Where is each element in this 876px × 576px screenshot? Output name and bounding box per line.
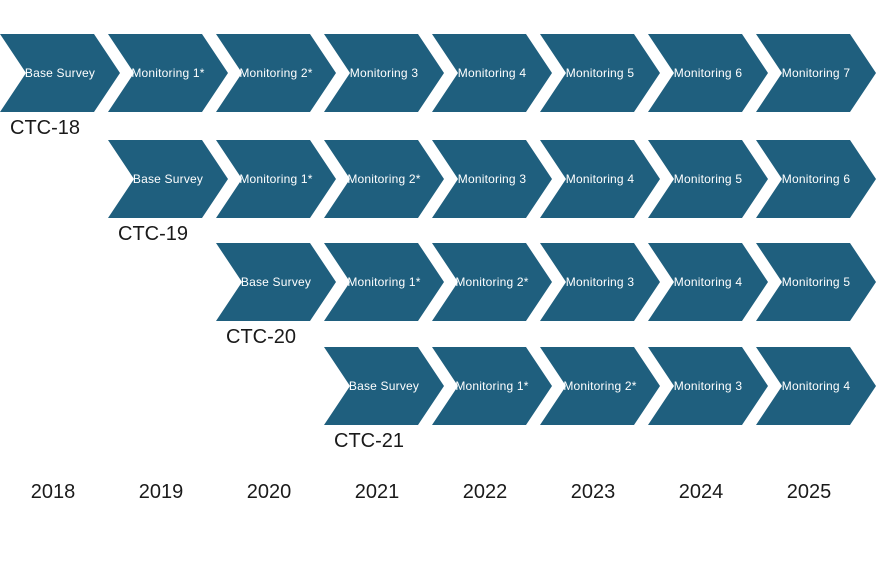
chevron-step-label: Monitoring 1* [239,172,313,186]
chevron-step-label: Monitoring 1* [455,379,529,393]
chevron-step-label: Monitoring 3 [457,172,527,186]
chevron-step-label: Base Survey [24,66,96,80]
year-label-2018: 2018 [30,481,76,503]
chevron-ctc-21-base-survey: Base Survey [324,347,444,425]
chevron-arrow-shape [432,34,552,112]
chevron-ctc-20-monitoring-5: Monitoring 5 [756,243,876,321]
chevron-ctc-19-base-survey: Base Survey [108,140,228,218]
chevron-ctc-19-monitoring-1: Monitoring 1* [216,140,336,218]
chevron-arrow-shape [324,140,444,218]
chevron-step-label: Monitoring 1* [347,275,421,289]
chevron-ctc-18-base-survey: Base Survey [0,34,120,112]
chevron-ctc-18-monitoring-1: Monitoring 1* [108,34,228,112]
chevron-ctc-18-monitoring-6: Monitoring 6 [648,34,768,112]
chevron-step-label: Monitoring 4 [457,66,527,80]
chevron-ctc-19-monitoring-2: Monitoring 2* [324,140,444,218]
chevron-arrow-shape [540,243,660,321]
chevron-arrow-shape [648,34,768,112]
chevron-arrow-shape [108,34,228,112]
cohort-label-ctc-18: CTC-18 [10,117,81,139]
chevron-arrow-shape [648,347,768,425]
chevron-step-label: Monitoring 1* [131,66,205,80]
chevron-ctc-21-monitoring-2: Monitoring 2* [540,347,660,425]
chevron-arrow-shape [432,140,552,218]
chevron-arrow-shape [324,34,444,112]
chevron-step-label: Monitoring 2* [239,66,313,80]
chevron-ctc-18-monitoring-4: Monitoring 4 [432,34,552,112]
cohort-label-ctc-21: CTC-21 [334,430,405,452]
year-label-2020: 2020 [246,481,292,503]
chevron-step-label: Monitoring 7 [781,66,851,80]
chevron-ctc-21-monitoring-4: Monitoring 4 [756,347,876,425]
chevron-arrow-shape [540,347,660,425]
chevron-arrow-shape [324,347,444,425]
chevron-step-label: Base Survey [348,379,420,393]
chevron-arrow-shape [756,347,876,425]
chevron-arrow-shape [216,34,336,112]
chevron-step-label: Monitoring 2* [563,379,637,393]
chevron-ctc-20-monitoring-1: Monitoring 1* [324,243,444,321]
chevron-arrow-shape [540,34,660,112]
year-label-2022: 2022 [462,481,508,503]
chevron-step-label: Monitoring 6 [781,172,851,186]
year-label-2023: 2023 [570,481,616,503]
year-label-2019: 2019 [138,481,184,503]
year-label-2024: 2024 [678,481,724,503]
chevron-step-label: Monitoring 5 [781,275,851,289]
chevron-step-label: Monitoring 4 [673,275,743,289]
chevron-arrow-shape [432,347,552,425]
chevron-step-label: Monitoring 2* [347,172,421,186]
chevron-ctc-21-monitoring-1: Monitoring 1* [432,347,552,425]
chevron-ctc-20-base-survey: Base Survey [216,243,336,321]
chevron-ctc-19-monitoring-6: Monitoring 6 [756,140,876,218]
chevron-step-label: Monitoring 6 [673,66,743,80]
chevron-ctc-20-monitoring-2: Monitoring 2* [432,243,552,321]
chevron-arrow-shape [216,243,336,321]
cohort-label-ctc-20: CTC-20 [226,326,297,348]
chevron-step-label: Monitoring 4 [565,172,635,186]
chevron-ctc-21-monitoring-3: Monitoring 3 [648,347,768,425]
chevron-step-label: Monitoring 2* [455,275,529,289]
chevron-step-label: Monitoring 3 [349,66,419,80]
chevron-step-label: Base Survey [240,275,312,289]
chevron-step-label: Base Survey [132,172,204,186]
chevron-ctc-20-monitoring-4: Monitoring 4 [648,243,768,321]
chevron-ctc-18-monitoring-5: Monitoring 5 [540,34,660,112]
chevron-ctc-18-monitoring-3: Monitoring 3 [324,34,444,112]
chevron-arrow-shape [108,140,228,218]
chevron-arrow-shape [540,140,660,218]
chevron-step-label: Monitoring 5 [673,172,743,186]
chevron-arrow-shape [216,140,336,218]
chevron-arrow-shape [432,243,552,321]
chevron-arrow-shape [324,243,444,321]
chevron-step-label: Monitoring 5 [565,66,635,80]
chevron-step-label: Monitoring 3 [673,379,743,393]
chevron-ctc-18-monitoring-7: Monitoring 7 [756,34,876,112]
chevron-arrow-shape [648,243,768,321]
chevron-arrow-shape [756,34,876,112]
chevron-arrow-shape [0,34,120,112]
chevron-step-label: Monitoring 4 [781,379,851,393]
chevron-ctc-20-monitoring-3: Monitoring 3 [540,243,660,321]
chevron-arrow-shape [756,140,876,218]
chevron-step-label: Monitoring 3 [565,275,635,289]
chevron-ctc-19-monitoring-4: Monitoring 4 [540,140,660,218]
chevron-ctc-18-monitoring-2: Monitoring 2* [216,34,336,112]
chevron-arrow-shape [756,243,876,321]
cohort-label-ctc-19: CTC-19 [118,223,189,245]
year-label-2021: 2021 [354,481,400,503]
year-label-2025: 2025 [786,481,832,503]
chevron-ctc-19-monitoring-5: Monitoring 5 [648,140,768,218]
chevron-ctc-19-monitoring-3: Monitoring 3 [432,140,552,218]
chevron-arrow-shape [648,140,768,218]
